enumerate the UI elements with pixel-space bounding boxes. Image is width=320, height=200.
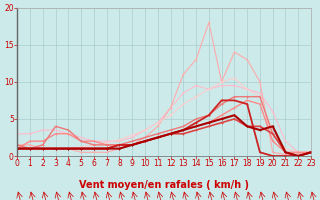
X-axis label: Vent moyen/en rafales ( km/h ): Vent moyen/en rafales ( km/h ) — [79, 180, 249, 190]
